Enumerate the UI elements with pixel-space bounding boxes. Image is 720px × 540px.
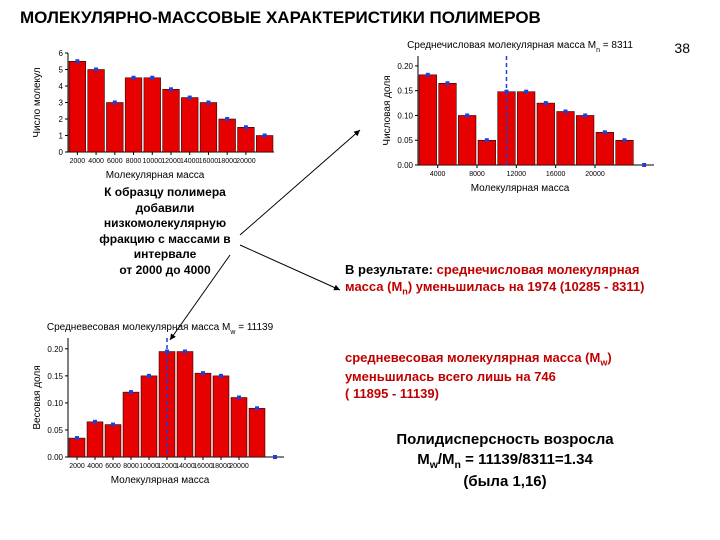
page-title: МОЛЕКУЛЯРНО-МАССОВЫЕ ХАРАКТЕРИСТИКИ ПОЛИ… (20, 8, 700, 28)
svg-text:0.00: 0.00 (397, 161, 413, 170)
svg-text:18000: 18000 (211, 463, 231, 470)
svg-text:20000: 20000 (236, 158, 256, 165)
poly-line2: Mw/Mn = 11139/8311=1.34 (345, 450, 665, 473)
svg-text:8000: 8000 (469, 171, 485, 178)
svg-text:20000: 20000 (229, 463, 249, 470)
chart-top-left: 0 1 2 3 4 5 6 200040006000800010000120001400016… (30, 35, 280, 180)
result-mw-text: средневесовая молекулярная масса (Mw) ум… (345, 350, 675, 403)
svg-text:16000: 16000 (546, 171, 566, 178)
svg-text:18000: 18000 (217, 158, 237, 165)
svg-text:2000: 2000 (69, 463, 85, 470)
svg-text:Молекулярная масса: Молекулярная масса (111, 475, 210, 485)
svg-text:5: 5 (59, 66, 64, 75)
svg-text:8000: 8000 (123, 463, 139, 470)
svg-text:Числовая доля: Числовая доля (382, 75, 393, 145)
svg-text:0.05: 0.05 (397, 136, 413, 145)
svg-text:4000: 4000 (88, 158, 104, 165)
poly-line3: (была 1,16) (345, 472, 665, 492)
svg-text:0.20: 0.20 (47, 345, 63, 354)
svg-text:Число молекул: Число молекул (32, 67, 43, 137)
svg-text:0: 0 (59, 148, 64, 157)
result1-tail: ) уменьшилась на 1974 (10285 - 8311) (408, 279, 645, 294)
svg-text:10000: 10000 (143, 158, 163, 165)
svg-text:8000: 8000 (126, 158, 142, 165)
sample-caption: К образцу полимерадобавилинизкомолекуляр… (80, 185, 250, 279)
poly-line1: Полидисперсность возросла (345, 430, 665, 450)
svg-text:14000: 14000 (180, 158, 200, 165)
page-number: 38 (674, 40, 690, 56)
svg-text:0.00: 0.00 (47, 453, 63, 462)
svg-text:14000: 14000 (175, 463, 195, 470)
svg-text:0.05: 0.05 (47, 426, 63, 435)
svg-text:Среднечисловая молекулярная ма: Среднечисловая молекулярная масса Mn = 8… (407, 40, 633, 54)
svg-text:0.20: 0.20 (397, 62, 413, 71)
svg-text:16000: 16000 (199, 158, 219, 165)
svg-text:2000: 2000 (70, 158, 86, 165)
svg-text:0.10: 0.10 (47, 399, 63, 408)
svg-text:4000: 4000 (87, 463, 103, 470)
svg-text:1: 1 (59, 132, 64, 141)
svg-text:Средневесовая молекулярная мас: Средневесовая молекулярная масса Mw = 11… (47, 322, 274, 336)
svg-text:0.15: 0.15 (397, 87, 413, 96)
svg-text:20000: 20000 (585, 171, 605, 178)
svg-text:4000: 4000 (430, 171, 446, 178)
result1-prefix: В результате: (345, 262, 437, 277)
polydispersity-text: Полидисперсность возросла Mw/Mn = 11139/… (345, 430, 665, 492)
svg-text:Молекулярная масса: Молекулярная масса (106, 170, 205, 180)
svg-text:Молекулярная масса: Молекулярная масса (471, 183, 570, 193)
svg-text:3: 3 (59, 99, 64, 108)
svg-text:2: 2 (59, 115, 64, 124)
svg-text:12000: 12000 (157, 463, 177, 470)
svg-text:16000: 16000 (193, 463, 213, 470)
result-mn-text: В результате: среднечисловая молекулярна… (345, 262, 675, 298)
svg-text:4: 4 (59, 82, 64, 91)
svg-text:12000: 12000 (161, 158, 181, 165)
svg-text:6000: 6000 (107, 158, 123, 165)
chart-bottom-left: Средневесовая молекулярная масса Mw = 11… (30, 320, 290, 485)
result2-main: средневесовая молекулярная масса (M (345, 350, 600, 365)
svg-text:10000: 10000 (139, 463, 159, 470)
svg-text:Весовая доля: Весовая доля (32, 365, 43, 429)
svg-text:0.10: 0.10 (397, 111, 413, 120)
svg-text:12000: 12000 (507, 171, 527, 178)
svg-text:0.15: 0.15 (47, 372, 63, 381)
svg-text:6: 6 (59, 49, 64, 58)
chart-top-right: Среднечисловая молекулярная масса Mn = 8… (380, 38, 660, 193)
svg-text:6000: 6000 (105, 463, 121, 470)
